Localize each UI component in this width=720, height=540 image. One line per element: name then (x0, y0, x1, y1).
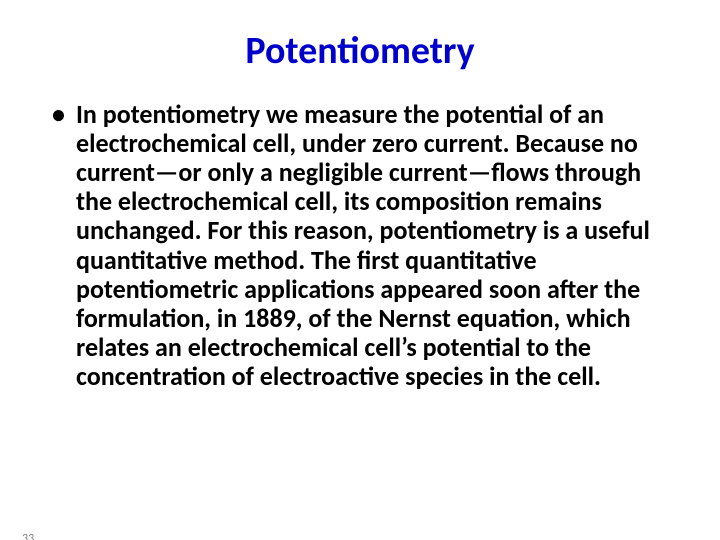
slide-container: { "title": { "text": "Potentiometry", "c… (0, 28, 720, 540)
bullet-item: In potentiometry we measure the potentia… (46, 100, 674, 391)
slide-title: Potentiometry (0, 28, 720, 74)
slide-body: In potentiometry we measure the potentia… (0, 100, 720, 391)
bullet-list: In potentiometry we measure the potentia… (46, 100, 674, 391)
page-number: 33 (22, 532, 34, 540)
